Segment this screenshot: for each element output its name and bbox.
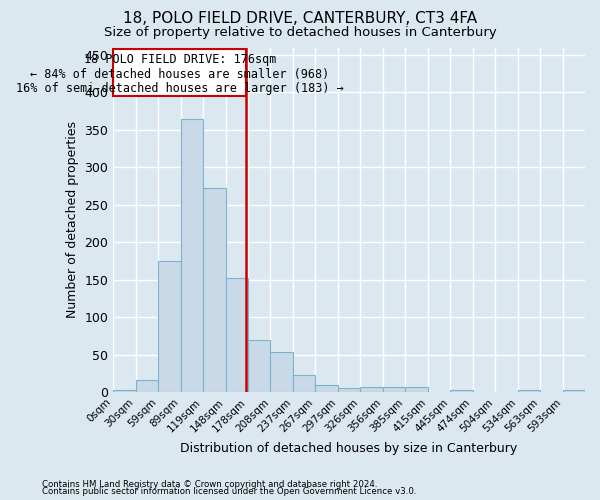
Text: 18, POLO FIELD DRIVE, CANTERBURY, CT3 4FA: 18, POLO FIELD DRIVE, CANTERBURY, CT3 4F… <box>123 11 477 26</box>
Bar <box>361 388 383 392</box>
Bar <box>136 380 158 392</box>
Bar <box>383 388 405 392</box>
Bar <box>113 49 247 96</box>
Bar <box>226 278 248 392</box>
Text: 16% of semi-detached houses are larger (183) →: 16% of semi-detached houses are larger (… <box>16 82 344 95</box>
Text: Contains public sector information licensed under the Open Government Licence v3: Contains public sector information licen… <box>42 487 416 496</box>
Bar <box>316 385 338 392</box>
Bar <box>181 118 203 392</box>
X-axis label: Distribution of detached houses by size in Canterbury: Distribution of detached houses by size … <box>181 442 518 455</box>
Text: ← 84% of detached houses are smaller (968): ← 84% of detached houses are smaller (96… <box>30 68 329 80</box>
Bar <box>271 352 293 392</box>
Bar <box>338 388 361 392</box>
Bar <box>518 390 540 392</box>
Bar <box>405 388 428 392</box>
Bar <box>293 376 316 392</box>
Text: Contains HM Land Registry data © Crown copyright and database right 2024.: Contains HM Land Registry data © Crown c… <box>42 480 377 489</box>
Bar <box>158 261 181 392</box>
Bar <box>450 390 473 392</box>
Bar <box>113 390 136 392</box>
Text: Size of property relative to detached houses in Canterbury: Size of property relative to detached ho… <box>104 26 496 39</box>
Bar <box>248 340 271 392</box>
Text: 18 POLO FIELD DRIVE: 176sqm: 18 POLO FIELD DRIVE: 176sqm <box>83 54 276 66</box>
Bar <box>203 188 226 392</box>
Y-axis label: Number of detached properties: Number of detached properties <box>66 121 79 318</box>
Bar <box>563 390 585 392</box>
